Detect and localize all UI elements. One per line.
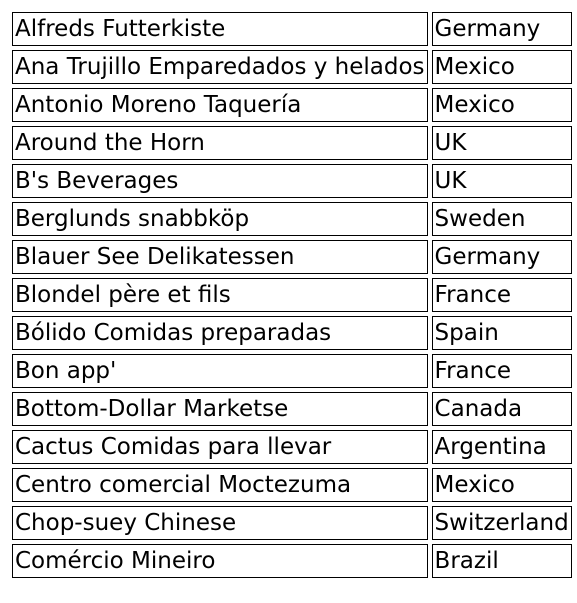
table-row: Antonio Moreno Taquería Mexico [12, 88, 572, 122]
customer-country-cell: Sweden [431, 202, 572, 236]
customer-name-cell: Blondel père et fils [12, 278, 428, 312]
customer-country-cell: Mexico [431, 88, 572, 122]
table-row: Centro comercial Moctezuma Mexico [12, 468, 572, 502]
customer-name-cell: B's Beverages [12, 164, 428, 198]
customer-country-cell: France [431, 354, 572, 388]
customer-name-cell: Around the Horn [12, 126, 428, 160]
table-row: Bólido Comidas preparadas Spain [12, 316, 572, 350]
customer-country-cell: Mexico [431, 468, 572, 502]
table-row: Ana Trujillo Emparedados y helados Mexic… [12, 50, 572, 84]
customer-name-cell: Comércio Mineiro [12, 544, 428, 578]
customer-name-cell: Blauer See Delikatessen [12, 240, 428, 274]
table-row: Comércio Mineiro Brazil [12, 544, 572, 578]
customer-name-cell: Alfreds Futterkiste [12, 12, 428, 46]
customer-name-cell: Antonio Moreno Taquería [12, 88, 428, 122]
table-row: Alfreds Futterkiste Germany [12, 12, 572, 46]
customers-table-body: Alfreds Futterkiste Germany Ana Trujillo… [12, 12, 572, 578]
table-row: Bon app' France [12, 354, 572, 388]
table-row: Blondel père et fils France [12, 278, 572, 312]
customers-table: Alfreds Futterkiste Germany Ana Trujillo… [8, 8, 576, 582]
table-row: Bottom-Dollar Marketse Canada [12, 392, 572, 426]
customer-country-cell: Germany [431, 240, 572, 274]
customer-country-cell: Argentina [431, 430, 572, 464]
customer-name-cell: Bólido Comidas preparadas [12, 316, 428, 350]
table-row: B's Beverages UK [12, 164, 572, 198]
customer-name-cell: Ana Trujillo Emparedados y helados [12, 50, 428, 84]
customer-country-cell: Canada [431, 392, 572, 426]
table-row: Chop-suey Chinese Switzerland [12, 506, 572, 540]
customer-country-cell: Brazil [431, 544, 572, 578]
customer-country-cell: Germany [431, 12, 572, 46]
table-row: Blauer See Delikatessen Germany [12, 240, 572, 274]
customer-name-cell: Centro comercial Moctezuma [12, 468, 428, 502]
table-row: Cactus Comidas para llevar Argentina [12, 430, 572, 464]
customer-name-cell: Bottom-Dollar Marketse [12, 392, 428, 426]
customer-name-cell: Bon app' [12, 354, 428, 388]
customer-country-cell: UK [431, 126, 572, 160]
customer-name-cell: Chop-suey Chinese [12, 506, 428, 540]
customer-country-cell: Spain [431, 316, 572, 350]
customer-country-cell: Switzerland [431, 506, 572, 540]
table-row: Berglunds snabbköp Sweden [12, 202, 572, 236]
customer-country-cell: Mexico [431, 50, 572, 84]
customer-country-cell: UK [431, 164, 572, 198]
customer-country-cell: France [431, 278, 572, 312]
customer-name-cell: Berglunds snabbköp [12, 202, 428, 236]
customer-name-cell: Cactus Comidas para llevar [12, 430, 428, 464]
table-row: Around the Horn UK [12, 126, 572, 160]
